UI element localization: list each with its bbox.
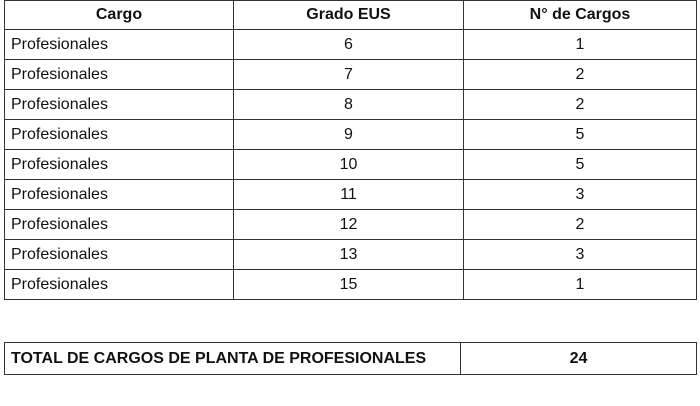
cell-n-cargos: 2: [463, 59, 697, 90]
cell-grado-eus: 6: [233, 29, 464, 60]
cell-cargo: Profesionales: [4, 59, 234, 90]
cell-cargo: Profesionales: [4, 239, 234, 270]
cell-cargo: Profesionales: [4, 89, 234, 120]
table-row: Profesionales 12 2: [4, 209, 697, 240]
cell-cargo: Profesionales: [4, 179, 234, 210]
cell-n-cargos: 1: [463, 269, 697, 300]
cell-cargo: Profesionales: [4, 29, 234, 60]
cell-grado-eus: 10: [233, 149, 464, 180]
table-row: Profesionales 8 2: [4, 89, 697, 120]
table-header-row: Cargo Grado EUS N° de Cargos: [4, 0, 697, 30]
total-label: TOTAL DE CARGOS DE PLANTA DE PROFESIONAL…: [4, 342, 461, 375]
cell-cargo: Profesionales: [4, 269, 234, 300]
cell-grado-eus: 12: [233, 209, 464, 240]
table-row: Profesionales 6 1: [4, 29, 697, 60]
header-cargo: Cargo: [4, 0, 234, 30]
table-row: Profesionales 11 3: [4, 179, 697, 210]
table-row: Profesionales 9 5: [4, 119, 697, 150]
cell-n-cargos: 2: [463, 209, 697, 240]
cell-grado-eus: 13: [233, 239, 464, 270]
table-row: Profesionales 13 3: [4, 239, 697, 270]
total-value: 24: [460, 342, 697, 375]
cell-n-cargos: 2: [463, 89, 697, 120]
cell-n-cargos: 5: [463, 119, 697, 150]
header-n-cargos: N° de Cargos: [463, 0, 697, 30]
table-row: Profesionales 15 1: [4, 269, 697, 300]
cell-grado-eus: 11: [233, 179, 464, 210]
cell-n-cargos: 5: [463, 149, 697, 180]
cell-cargo: Profesionales: [4, 149, 234, 180]
cell-grado-eus: 15: [233, 269, 464, 300]
cell-n-cargos: 1: [463, 29, 697, 60]
cargos-table: Cargo Grado EUS N° de Cargos Profesional…: [4, 0, 697, 300]
table-row: Profesionales 10 5: [4, 149, 697, 180]
cell-grado-eus: 9: [233, 119, 464, 150]
cell-grado-eus: 7: [233, 59, 464, 90]
cell-n-cargos: 3: [463, 179, 697, 210]
header-grado-eus: Grado EUS: [233, 0, 464, 30]
cell-n-cargos: 3: [463, 239, 697, 270]
cell-grado-eus: 8: [233, 89, 464, 120]
cell-cargo: Profesionales: [4, 209, 234, 240]
total-row: TOTAL DE CARGOS DE PLANTA DE PROFESIONAL…: [4, 342, 697, 375]
table-row: Profesionales 7 2: [4, 59, 697, 90]
cell-cargo: Profesionales: [4, 119, 234, 150]
total-table: TOTAL DE CARGOS DE PLANTA DE PROFESIONAL…: [4, 342, 697, 375]
